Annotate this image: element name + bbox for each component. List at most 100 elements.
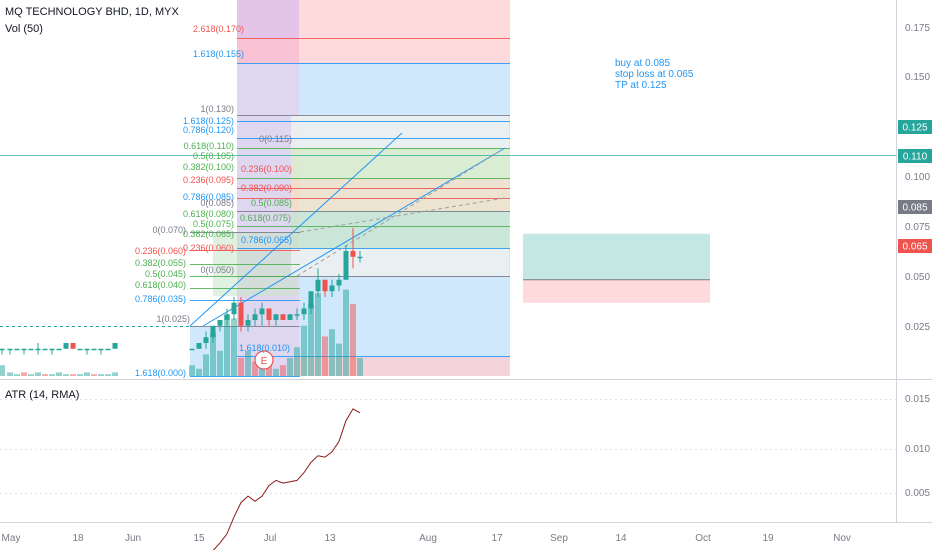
- fib-label: 0(0.070): [152, 225, 186, 235]
- fib-zone: [291, 211, 509, 248]
- fibonacci-labels: 2.618(0.170) 1.618(0.155) 1(0.130) 1.618(0.…: [135, 24, 292, 378]
- price-badge-label: 0.065: [902, 242, 927, 253]
- earnings-event-icon: [254, 350, 274, 370]
- volume-bar: [287, 358, 293, 376]
- volume-indicator-label: Vol (50): [5, 23, 43, 35]
- volume-bar: [315, 293, 321, 376]
- volume-bar: [28, 374, 34, 376]
- time-axis-tick: Sep: [550, 533, 568, 544]
- axes: 0.175 0.150 0.125 0.100 0.075 0.050 0.025 0.015…: [2, 23, 932, 544]
- fib-zone: [291, 115, 509, 148]
- fib-label: 0.618(0.040): [135, 280, 186, 290]
- fib-label: 0.236(0.100): [241, 164, 292, 174]
- atr-axis-tick: 0.010: [905, 444, 930, 455]
- fib-label: 0.786(0.035): [135, 294, 186, 304]
- fib-label: 0.5(0.105): [193, 151, 234, 161]
- fib-label: 0.5(0.075): [193, 219, 234, 229]
- earnings-event-label: E: [261, 356, 268, 367]
- fib-zone: [237, 38, 299, 63]
- time-axis-tick: May: [2, 533, 21, 544]
- volume-bar: [56, 372, 62, 376]
- candle-body: [28, 348, 34, 351]
- candle-body: [357, 256, 363, 259]
- candle-body: [259, 308, 265, 315]
- price-badge: [898, 239, 932, 253]
- volume-bar: [343, 289, 349, 376]
- volume-bar: [301, 325, 307, 376]
- volume-bar: [217, 350, 223, 376]
- volume-bars: [0, 289, 363, 376]
- candle-body: [49, 348, 55, 351]
- candle-body: [322, 279, 328, 292]
- candle-body: [14, 348, 20, 351]
- time-axis-tick: Oct: [695, 533, 711, 544]
- candle-body: [77, 348, 83, 351]
- stop-zone: [523, 279, 710, 303]
- volume-bar: [245, 350, 251, 376]
- price-axis-tick: 0.025: [905, 322, 930, 333]
- price-badge-label: 0.125: [902, 123, 927, 134]
- fib-label: 0.786(0.120): [183, 125, 234, 135]
- volume-bar: [210, 332, 216, 376]
- time-axis-tick: 13: [324, 533, 336, 544]
- volume-bar: [336, 343, 342, 376]
- atr-line: [212, 408, 361, 550]
- candle-body: [273, 314, 279, 320]
- price-badge: [898, 120, 932, 134]
- volume-bar: [252, 361, 258, 376]
- time-axis-tick: Jul: [264, 533, 277, 544]
- price-badge: [898, 149, 932, 163]
- fib-label: 0.5(0.045): [145, 269, 186, 279]
- price-axis-tick: 0.150: [905, 72, 930, 83]
- price-axis-tick: 0.075: [905, 222, 930, 233]
- fib-label: 0(0.050): [200, 265, 234, 275]
- fib-label: 0.382(0.090): [241, 183, 292, 193]
- note-stop-loss: stop loss at 0.065: [615, 69, 694, 80]
- fib-zone: [299, 0, 510, 38]
- trend-line: [296, 150, 501, 277]
- candle-body: [42, 348, 48, 351]
- price-badge-label: 0.110: [903, 152, 928, 163]
- fib-label: 1(0.025): [156, 314, 190, 324]
- fib-label: 0(0.085): [200, 198, 234, 208]
- volume-bar: [196, 368, 202, 376]
- volume-bar: [112, 372, 118, 376]
- candle-body: [0, 348, 5, 351]
- candle-body: [252, 314, 258, 320]
- fib-label: 0.382(0.055): [135, 258, 186, 268]
- fib-zone: [291, 178, 509, 211]
- candle-body: [56, 348, 62, 351]
- candle-body: [217, 320, 223, 326]
- volume-bar: [21, 372, 27, 376]
- candle-body: [210, 325, 216, 338]
- fib-label: 0.786(0.085): [183, 192, 234, 202]
- candle-body: [21, 348, 27, 351]
- candle-body: [336, 279, 342, 286]
- candle-body: [196, 343, 202, 349]
- candle-body: [84, 348, 90, 351]
- volume-bar: [322, 336, 328, 376]
- atr-indicator-label: ATR (14, RMA): [5, 389, 80, 401]
- fib-label: 0.5(0.085): [251, 198, 292, 208]
- candle-body: [343, 251, 349, 280]
- price-badge-label: 0.085: [902, 203, 927, 214]
- volume-bar: [105, 374, 111, 376]
- fib-label: 0.382(0.100): [183, 162, 234, 172]
- fib-label: 0.236(0.095): [183, 175, 234, 185]
- long-position-tool[interactable]: E: [254, 233, 710, 370]
- candle-body: [189, 348, 195, 351]
- fib-zone: [299, 38, 510, 63]
- fib-label: 0.618(0.080): [183, 209, 234, 219]
- candle-body: [280, 314, 286, 320]
- fib-zone: [237, 0, 299, 38]
- volume-bar: [49, 374, 55, 376]
- volume-bar: [266, 365, 272, 376]
- volume-bar: [0, 365, 5, 376]
- candle-body: [7, 348, 13, 351]
- candle-body: [238, 302, 244, 326]
- time-axis-tick: 14: [615, 533, 627, 544]
- candle-body: [112, 343, 118, 349]
- candle-body: [301, 308, 307, 315]
- volume-bar: [224, 314, 230, 376]
